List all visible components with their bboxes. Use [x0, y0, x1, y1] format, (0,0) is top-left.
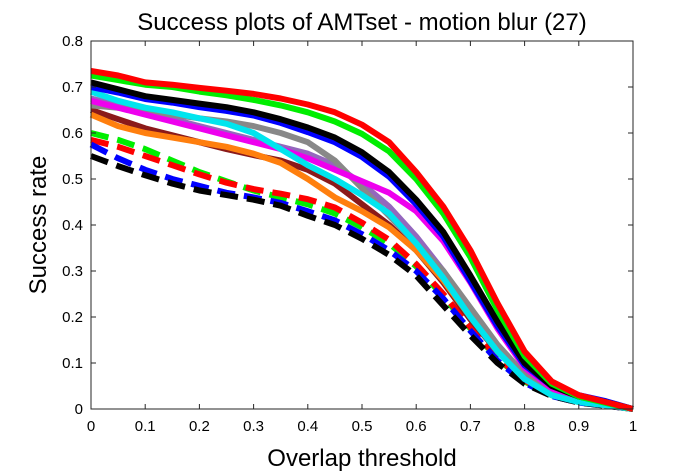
- dashed-series-line: [90, 136, 634, 412]
- dashed-series-line: [90, 130, 634, 412]
- y-tick-label: 0.7: [62, 79, 83, 96]
- x-tick-label: 1: [629, 418, 637, 435]
- x-tick-label: 0.7: [460, 418, 481, 435]
- y-tick-label: 0.3: [62, 263, 83, 280]
- x-tick-label: 0.8: [514, 418, 535, 435]
- solid-series-line: [90, 97, 634, 412]
- x-tick-label: 0.4: [297, 418, 318, 435]
- solid-series-line: [90, 67, 634, 412]
- y-tick-label: 0.1: [62, 355, 83, 372]
- series-layer: [89, 67, 634, 412]
- y-tick-label: 0.4: [62, 217, 83, 234]
- y-axis-ticks: 0 0.1 0.2 0.3 0.4 0.5 0.6 0.7 0.8: [62, 33, 633, 418]
- chart-title: Success plots of AMTset - motion blur (2…: [137, 9, 587, 36]
- x-tick-label: 0.3: [243, 418, 264, 435]
- x-tick-label: 0.6: [406, 418, 427, 435]
- y-tick-label: 0.2: [62, 309, 83, 326]
- solid-series-line: [90, 95, 634, 412]
- x-tick-label: 0.1: [135, 418, 156, 435]
- solid-series-line: [90, 88, 634, 412]
- x-tick-label: 0.9: [568, 418, 589, 435]
- x-tick-label: 0.5: [352, 418, 373, 435]
- y-axis-label: Success rate: [25, 156, 52, 295]
- x-axis-label: Overlap threshold: [267, 445, 456, 472]
- x-tick-label: 0: [87, 418, 95, 435]
- y-tick-label: 0.6: [62, 125, 83, 142]
- y-tick-label: 0: [75, 401, 83, 418]
- x-tick-label: 0.2: [189, 418, 210, 435]
- y-tick-label: 0.8: [62, 33, 83, 50]
- y-tick-label: 0.5: [62, 171, 83, 188]
- x-axis-ticks: 0 0.1 0.2 0.3 0.4 0.5 0.6 0.7 0.8 0.9 1: [87, 41, 637, 435]
